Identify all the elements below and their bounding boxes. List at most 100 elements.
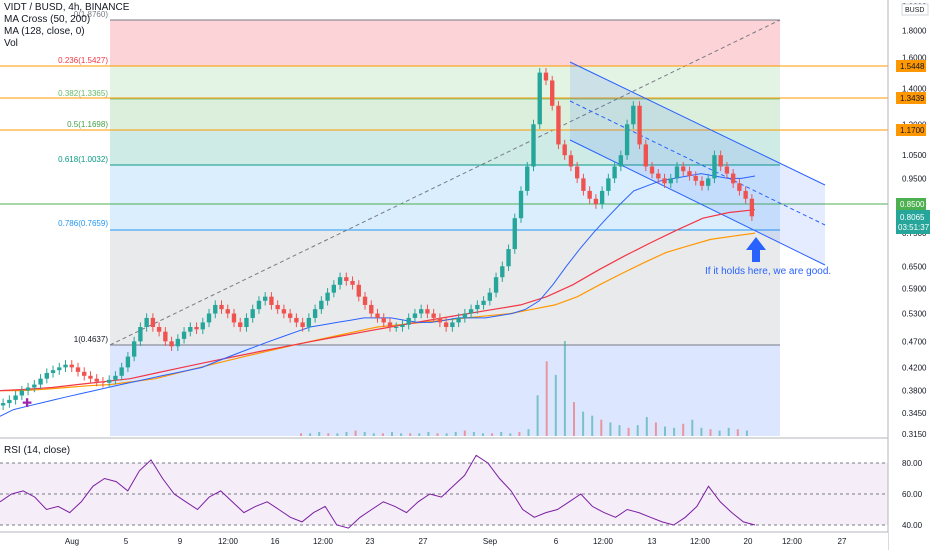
candle-body[interactable] (88, 375, 93, 379)
candle-body[interactable] (574, 166, 580, 179)
candle-body[interactable] (537, 72, 542, 125)
time-axis[interactable] (0, 532, 888, 550)
candle-body[interactable] (369, 304, 374, 314)
candle-body[interactable] (506, 249, 511, 267)
symbol-title[interactable]: VIDT / BUSD, 4h, BINANCE (4, 2, 130, 13)
candle-body[interactable] (169, 341, 174, 347)
candle-body[interactable] (587, 190, 592, 199)
candle-body[interactable] (219, 304, 224, 310)
candle-body[interactable] (319, 300, 324, 310)
candle-body[interactable] (312, 309, 318, 318)
candle-body[interactable] (624, 124, 630, 156)
candle-body[interactable] (32, 384, 37, 388)
candle-body[interactable] (181, 331, 187, 339)
candle-body[interactable] (631, 105, 636, 125)
candle-body[interactable] (730, 173, 736, 184)
ma200-line[interactable] (0, 232, 756, 392)
candle-body[interactable] (749, 198, 755, 217)
candle-body[interactable] (400, 324, 405, 328)
candle-body[interactable] (500, 266, 505, 278)
candle-body[interactable] (50, 370, 56, 373)
candle-body[interactable] (706, 178, 711, 186)
candle-body[interactable] (450, 322, 455, 328)
indicator-ma128[interactable]: MA (128, close, 0) (4, 26, 85, 37)
candle-body[interactable] (356, 284, 361, 297)
candle-body[interactable] (562, 144, 567, 156)
candle-body[interactable] (38, 378, 43, 385)
candle-body[interactable] (94, 378, 99, 382)
candle-body[interactable] (25, 387, 31, 391)
candle-body[interactable] (306, 317, 312, 328)
candle-body[interactable] (512, 218, 517, 250)
candle-body[interactable] (737, 183, 742, 191)
candle-body[interactable] (250, 309, 255, 318)
candle-body[interactable] (550, 80, 555, 106)
candle-body[interactable] (344, 277, 349, 281)
candle-body[interactable] (331, 284, 337, 293)
candle-body[interactable] (387, 322, 393, 328)
candle-body[interactable] (325, 292, 330, 301)
candle-body[interactable] (300, 322, 305, 328)
candle-body[interactable] (724, 166, 730, 174)
candle-body[interactable] (468, 309, 474, 314)
candle-body[interactable] (281, 309, 287, 314)
candle-body[interactable] (362, 296, 368, 305)
candle-body[interactable] (69, 364, 74, 368)
candle-body[interactable] (518, 190, 524, 219)
candle-body[interactable] (593, 198, 599, 205)
candle-body[interactable] (381, 317, 386, 323)
candle-body[interactable] (44, 372, 49, 379)
indicator-volume[interactable]: Vol (4, 38, 18, 49)
candle-body[interactable] (437, 317, 443, 323)
candle-body[interactable] (493, 277, 499, 293)
candle-body[interactable] (57, 367, 62, 371)
candle-body[interactable] (256, 300, 262, 310)
candle-body[interactable] (431, 313, 436, 318)
candle-body[interactable] (394, 327, 399, 329)
candle-body[interactable] (556, 105, 561, 145)
candle-body[interactable] (119, 367, 124, 376)
candle-body[interactable] (0, 403, 6, 406)
candle-body[interactable] (100, 381, 106, 383)
candle-body[interactable] (643, 144, 648, 167)
candle-body[interactable] (138, 327, 143, 342)
candle-body[interactable] (75, 367, 81, 372)
candle-body[interactable] (568, 155, 574, 167)
candle-body[interactable] (668, 178, 673, 184)
indicator-ma-cross[interactable]: MA Cross (50, 200) (4, 14, 91, 25)
candle-body[interactable] (13, 395, 18, 400)
candle-body[interactable] (337, 277, 343, 285)
candle-body[interactable] (674, 166, 680, 179)
candle-body[interactable] (107, 379, 112, 383)
candle-body[interactable] (481, 300, 486, 305)
candle-body[interactable] (687, 171, 692, 176)
candle-body[interactable] (269, 296, 274, 305)
candle-body[interactable] (163, 331, 168, 342)
candle-body[interactable] (225, 309, 230, 314)
candle-body[interactable] (125, 356, 131, 368)
candle-body[interactable] (113, 375, 118, 380)
candle-body[interactable] (82, 371, 87, 376)
candle-body[interactable] (637, 105, 642, 145)
candle-body[interactable] (443, 322, 449, 328)
rsi-pane[interactable] (0, 440, 888, 532)
candle-body[interactable] (649, 166, 655, 174)
candle-body[interactable] (412, 313, 418, 318)
candle-body[interactable] (213, 304, 218, 314)
candle-body[interactable] (150, 317, 156, 328)
candle-body[interactable] (612, 166, 617, 179)
candle-body[interactable] (231, 313, 237, 323)
candle-body[interactable] (244, 317, 249, 328)
candle-body[interactable] (531, 124, 536, 167)
fib-trend-line[interactable] (109, 19, 781, 346)
candle-body[interactable] (175, 338, 181, 347)
candle-body[interactable] (462, 313, 468, 318)
candle-body[interactable] (7, 399, 12, 404)
candle-body[interactable] (525, 166, 530, 191)
candle-body[interactable] (188, 327, 193, 332)
candle-body[interactable] (294, 317, 299, 323)
candle-body[interactable] (194, 327, 199, 330)
candle-body[interactable] (375, 313, 380, 318)
candle-body[interactable] (599, 190, 605, 205)
candle-body[interactable] (275, 304, 280, 310)
